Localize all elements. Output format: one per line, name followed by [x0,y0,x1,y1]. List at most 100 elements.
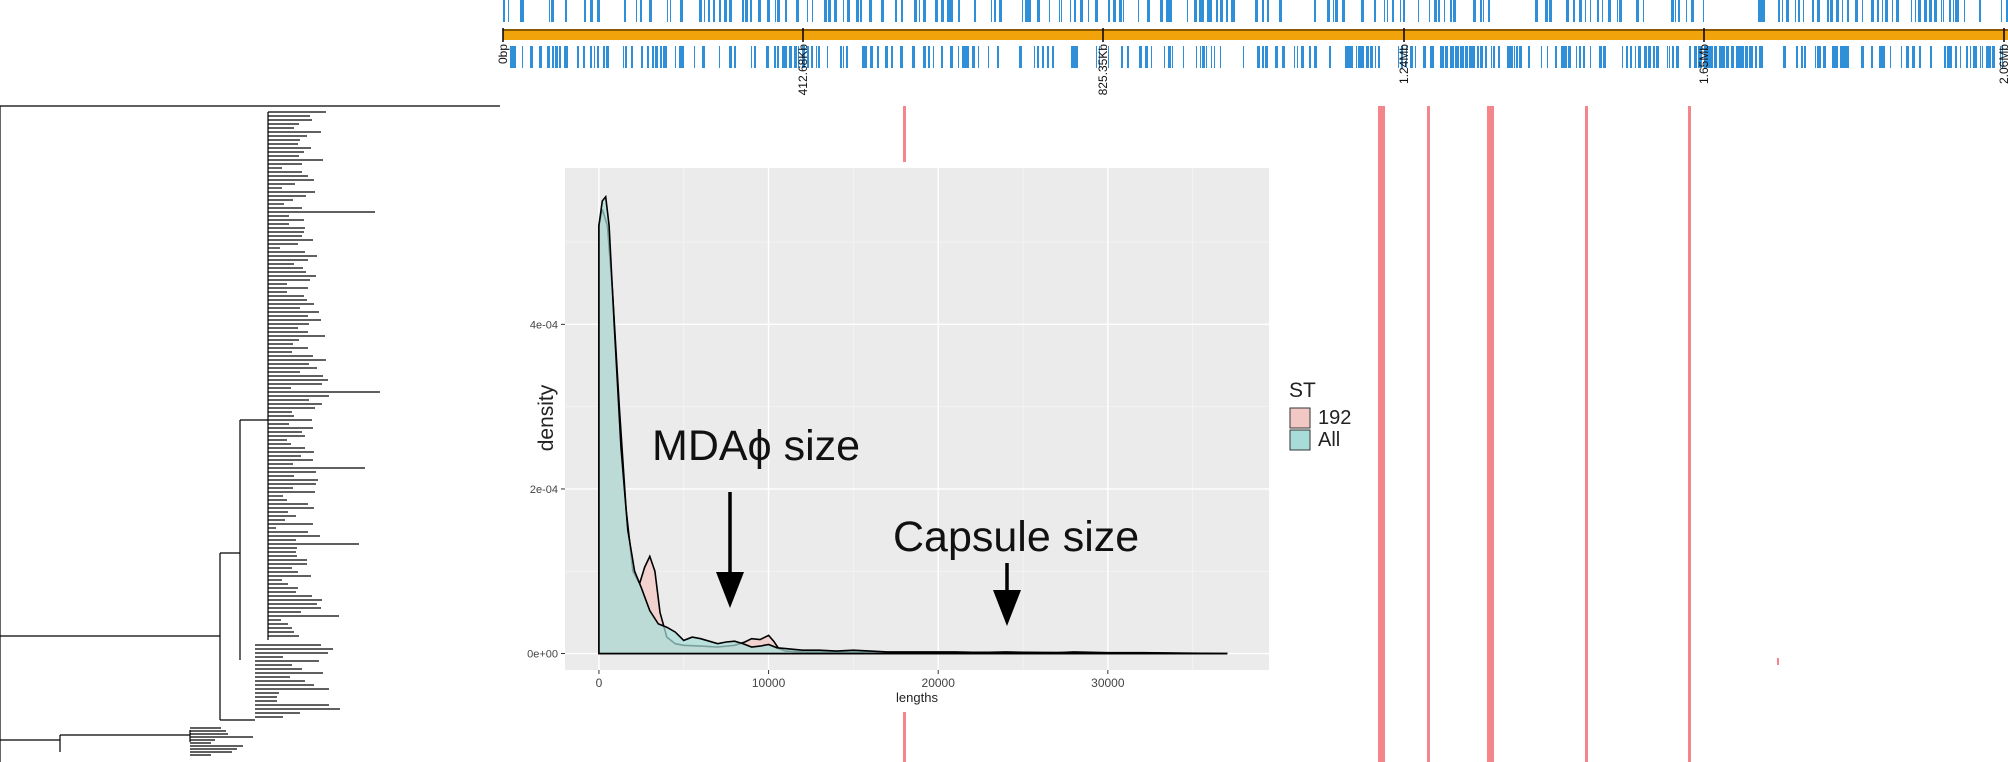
gene-stripe [1861,46,1864,68]
gene-stripe [923,46,926,68]
density-areas [598,194,1228,655]
gene-stripe [631,46,633,68]
gene-stripe [1138,0,1139,22]
gene-stripe [694,46,695,68]
gene-stripe [1160,0,1163,22]
x-tick-label: 30000 [1091,676,1125,690]
gene-stripe [530,46,533,68]
gene-stripe [560,46,561,68]
gene-stripe [1671,0,1674,22]
gene-stripe [1096,0,1098,22]
gene-stripe [1892,0,1893,22]
gene-stripe [1196,46,1197,68]
gene-stripe [1840,46,1843,68]
gene-stripe [964,46,966,68]
gene-stripe [1719,46,1721,68]
gene-stripe [1835,46,1837,68]
gene-stripe [775,0,776,22]
gene-stripe [818,46,820,68]
gene-stripe [713,0,715,22]
gene-stripe [885,46,888,68]
gene-stripe [1549,0,1552,22]
gene-stripe [1485,46,1487,68]
gene-stripe [2001,0,2002,22]
gene-stripe [1471,46,1475,68]
gene-stripe [1303,46,1304,68]
gene-stripe [1123,0,1124,22]
genome-track: 0bp 412.68Kb 825.35Kb 1.24Mb 1.65Mb 2.06Mb [496,0,2008,95]
gene-stripe [1906,46,1909,68]
gene-stripe [547,46,550,68]
gene-stripe [1947,46,1950,68]
density-area-all [598,194,1228,655]
gene-stripe [1919,46,1921,68]
gene-stripe [1955,0,1958,22]
gene-stripe [1619,0,1622,22]
gene-stripe [2002,46,2003,68]
gene-stripe [777,46,779,68]
gene-stripe [1514,46,1515,68]
gene-stripe [923,0,926,22]
gene-stripe [1445,46,1448,68]
gene-stripe [1469,46,1472,68]
gene-stripe [843,46,844,68]
gene-stripe [1590,46,1591,68]
gene-stripe [704,0,705,22]
gene-stripe [1450,46,1454,68]
gene-stripe [1345,46,1348,68]
gene-stripe [1172,46,1173,68]
gene-stripe [1423,46,1426,68]
gene-stripe [1731,46,1734,68]
gene-stripe [1896,0,1899,22]
gene-stripe [856,0,859,22]
gene-stripe [1740,46,1744,68]
gene-stripe [1037,46,1039,68]
gene-stripe [660,46,662,68]
gene-stripe [1438,0,1440,22]
gene-stripe [1710,46,1713,68]
recombination-bands [903,106,1779,762]
gene-stripe [1480,0,1482,22]
gene-stripe [1220,0,1223,22]
gene-stripe [1418,0,1419,22]
gene-stripe [1473,0,1476,22]
gene-stripe [1579,46,1581,68]
gene-stripe [828,0,831,22]
gene-stripe [1786,0,1789,22]
gene-stripe [1707,46,1709,68]
gene-stripe [1265,46,1268,68]
gene-stripe [1528,46,1530,68]
arrow-capsule [993,563,1021,626]
gene-stripe [1378,46,1379,68]
gene-stripe [1108,0,1110,22]
gene-stripe [1636,0,1638,22]
gene-stripe [623,46,624,68]
genome-axis-bar [503,31,2008,40]
gene-stripe [1782,0,1783,22]
gene-stripe [798,46,799,68]
gene-stripe [1847,0,1849,22]
gene-stripe [551,0,554,22]
gene-stripe [1512,46,1513,68]
annotations: MDAϕ size Capsule size [652,422,1139,626]
gene-stripe [606,46,609,68]
gene-stripes-upper [503,0,2008,22]
gene-stripe [1701,46,1702,68]
gene-stripe [1656,46,1658,68]
gene-stripe [1879,46,1880,68]
gene-stripe [1943,0,1944,22]
gene-stripe [972,46,975,68]
gene-stripe [1630,46,1632,68]
genome-tick-label: 412.68Kb [796,44,810,96]
legend-swatch-all [1289,429,1311,451]
gene-stripe [1709,46,1710,68]
gene-stripe [914,46,915,68]
gene-stripe [1714,46,1717,68]
gene-stripe [869,0,872,22]
gene-stripe [1202,46,1203,68]
gene-stripe [1168,46,1171,68]
gene-stripe [1384,0,1385,22]
gene-stripe [1401,46,1403,68]
gene-stripe [1812,0,1814,22]
gene-stripe [916,0,917,22]
